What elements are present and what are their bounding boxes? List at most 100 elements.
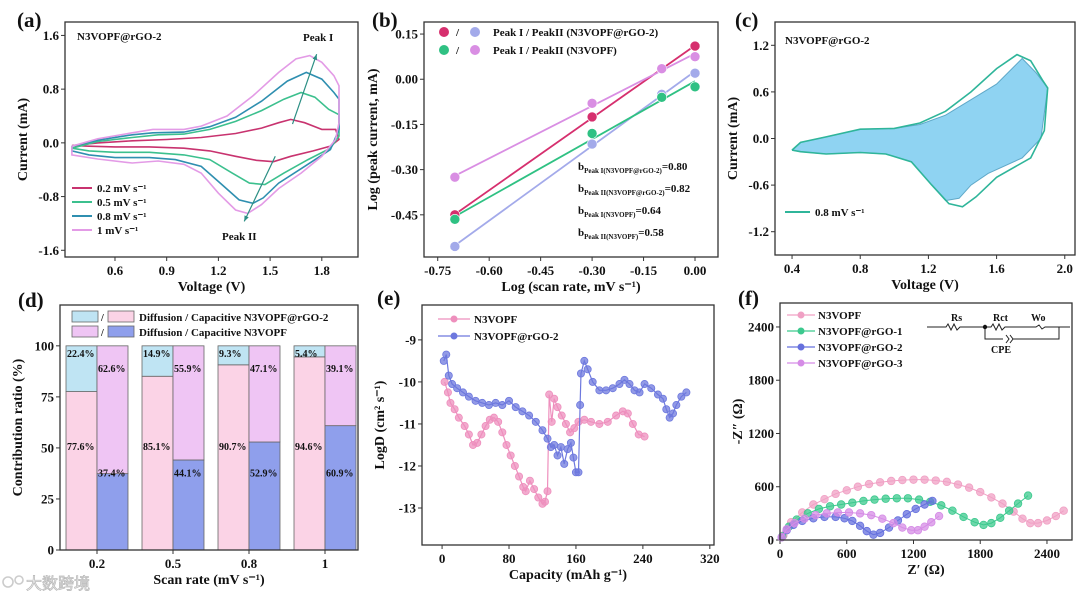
legend-label: N3VOPF@rGO-1 xyxy=(818,326,903,338)
plot-frame xyxy=(64,21,359,258)
data-point xyxy=(889,518,898,528)
data-point xyxy=(881,494,890,503)
y-tick-label: 2400 xyxy=(748,319,774,334)
bar-label-diffusion: 9.3% xyxy=(219,349,242,360)
data-point xyxy=(998,499,1007,508)
fit-line-1 xyxy=(454,70,696,247)
y-tick-label: 1800 xyxy=(748,373,774,388)
x-tick-label: 0.6 xyxy=(107,263,124,278)
data-point xyxy=(615,380,624,389)
plot-frame xyxy=(774,21,1076,256)
circuit-label-rs: Rs xyxy=(951,313,962,324)
bar-label-capacitive: 52.9% xyxy=(250,469,278,480)
data-point xyxy=(510,461,519,470)
legend-marker xyxy=(450,315,458,323)
data-point xyxy=(656,92,668,103)
x-tick-label: 0 xyxy=(777,546,784,561)
data-point xyxy=(538,426,547,435)
data-point xyxy=(481,422,490,431)
y-tick-label: 75 xyxy=(41,389,55,404)
data-point xyxy=(583,365,592,374)
data-point xyxy=(531,417,540,426)
data-point xyxy=(553,403,562,412)
x-tick-label: 1.5 xyxy=(262,263,279,278)
data-point xyxy=(556,443,565,452)
data-point xyxy=(976,487,985,497)
data-point xyxy=(464,392,473,401)
data-point xyxy=(782,525,791,534)
fit-line-2 xyxy=(454,80,696,218)
x-tick-label: 1.2 xyxy=(210,263,226,278)
bar-label-capacitive: 94.6% xyxy=(295,442,323,453)
data-point xyxy=(948,506,957,515)
data-point xyxy=(530,485,539,494)
x-tick-label: 0.9 xyxy=(159,263,176,278)
y-tick-label: 50 xyxy=(41,440,54,455)
circuit-diagram xyxy=(927,322,1070,344)
data-point xyxy=(561,419,570,428)
data-point xyxy=(454,413,463,422)
data-point xyxy=(887,476,896,486)
x-axis-title: Z′ (Ω) xyxy=(907,563,945,578)
panel-label: (b) xyxy=(372,8,398,32)
data-point xyxy=(848,498,857,507)
bar-label-diffusion: 62.6% xyxy=(98,364,126,375)
data-point xyxy=(658,394,667,403)
data-point xyxy=(623,409,632,418)
data-point xyxy=(928,496,937,506)
y-tick-label: 600 xyxy=(755,479,775,494)
data-point xyxy=(669,409,678,418)
legend-label: 0.5 mV s⁻¹ xyxy=(97,197,147,209)
x-tick-label: 0 xyxy=(439,551,446,566)
data-point xyxy=(464,430,473,439)
bar-diffusion xyxy=(248,345,281,443)
data-point xyxy=(970,518,979,527)
bar-label-diffusion: 55.9% xyxy=(174,364,202,375)
data-point xyxy=(477,430,486,439)
legend-label: N3VOPF@rGO-2 xyxy=(818,342,903,354)
data-point xyxy=(498,428,507,437)
circuit-label-wo: Wo xyxy=(1031,313,1045,324)
b-subscript: Peak II(N3VOPF) xyxy=(584,233,639,241)
bar-label-capacitive: 44.1% xyxy=(174,469,202,480)
data-point xyxy=(903,494,913,503)
data-point xyxy=(550,440,559,449)
bar-label-diffusion: 22.4% xyxy=(67,349,95,360)
peak-i-label: Peak I xyxy=(303,32,333,44)
data-point xyxy=(820,494,829,504)
data-point xyxy=(580,356,589,365)
data-point xyxy=(612,411,621,420)
y-tick-label: -9 xyxy=(405,332,416,347)
circuit-node xyxy=(982,324,988,330)
bar-diffusion xyxy=(65,345,98,392)
y-tick-label: -13 xyxy=(399,501,417,516)
data-point xyxy=(525,476,534,485)
x-tick-label: 0.5 xyxy=(165,556,182,571)
y-tick-label: 0.0 xyxy=(43,135,59,150)
data-point xyxy=(560,459,569,468)
data-point xyxy=(505,396,514,405)
y-tick-label: 0 xyxy=(768,533,775,548)
data-point xyxy=(521,487,530,496)
legend-marker xyxy=(450,332,458,340)
arrow-head-icon xyxy=(312,54,318,61)
data-point xyxy=(449,171,461,183)
x-axis-title: Log (scan rate, mV s⁻¹) xyxy=(501,280,641,295)
y-tick-label: -1.2 xyxy=(748,224,769,239)
data-point xyxy=(586,111,598,123)
data-point xyxy=(662,405,671,414)
data-point xyxy=(677,392,686,401)
y-tick-label: 0.8 xyxy=(43,82,60,97)
data-point xyxy=(511,403,520,412)
data-point xyxy=(543,487,552,496)
b-value: =0.58 xyxy=(638,227,664,239)
y-tick-label: 0 xyxy=(48,543,55,558)
data-point xyxy=(689,40,701,52)
data-point xyxy=(550,394,559,403)
panel-label: (d) xyxy=(18,288,44,312)
data-point xyxy=(620,375,629,384)
bar-diffusion xyxy=(96,345,129,475)
arrow-head-icon xyxy=(244,215,249,222)
data-point xyxy=(902,510,912,519)
legend-marker xyxy=(797,311,805,319)
